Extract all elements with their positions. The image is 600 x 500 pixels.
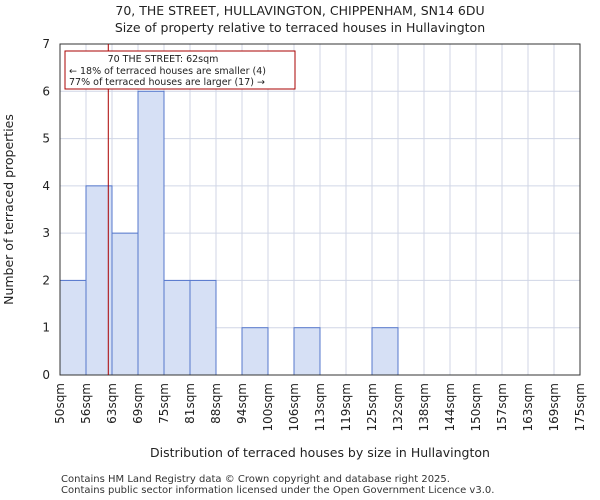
x-tick-label: 94sqm (235, 383, 249, 424)
footer-copyright: Contains HM Land Registry data © Crown c… (61, 474, 450, 485)
y-tick-label: 4 (42, 179, 50, 193)
bar (371, 327, 399, 376)
x-tick-label: 106sqm (287, 383, 301, 431)
x-tick-label: 169sqm (547, 383, 561, 431)
chart-subtitle: Size of property relative to terraced ho… (114, 20, 486, 35)
x-axis-label: Distribution of terraced houses by size … (150, 445, 490, 460)
plot-frame (59, 43, 581, 376)
y-tick-label: 5 (42, 132, 50, 146)
bar (189, 279, 217, 376)
x-tick-label: 144sqm (443, 383, 457, 431)
y-axis-label: Number of terraced properties (1, 114, 16, 305)
x-tick-label: 50sqm (53, 383, 67, 424)
bar (163, 279, 191, 376)
y-tick-label: 3 (42, 226, 50, 240)
annotation-line-2: ← 18% of terraced houses are smaller (4) (69, 66, 266, 77)
x-tick-label: 81sqm (183, 383, 197, 424)
annotation-box (64, 50, 296, 90)
ticks-layer: 0 1 2 3 4 5 6 7 50sqm 56sqm 63sqm 69sqm 75sqm 81sqm 88… (42, 37, 587, 431)
x-tick-label: 150sqm (469, 383, 483, 431)
y-tick-label: 0 (42, 368, 50, 382)
bar (137, 90, 165, 376)
x-tick-label: 157sqm (495, 383, 509, 431)
x-tick-label: 75sqm (157, 383, 171, 424)
y-tick-label: 1 (42, 321, 50, 335)
footer-licence: Contains public sector information licen… (61, 485, 495, 496)
x-tick-label: 113sqm (313, 383, 327, 431)
bars-layer (59, 90, 399, 376)
x-tick-label: 125sqm (365, 383, 379, 431)
x-tick-label: 56sqm (79, 383, 93, 424)
x-tick-label: 119sqm (339, 383, 353, 431)
x-tick-label: 69sqm (131, 383, 145, 424)
x-tick-label: 132sqm (391, 383, 405, 431)
bar (293, 327, 321, 376)
annotation-line-3: 77% of terraced houses are larger (17) → (69, 77, 265, 88)
annotation-line-1: 70 THE STREET: 62sqm (108, 54, 219, 65)
x-tick-label: 138sqm (417, 383, 431, 431)
bar (59, 279, 87, 376)
bar (111, 232, 139, 376)
x-tick-label: 63sqm (105, 383, 119, 424)
y-tick-label: 7 (42, 37, 50, 51)
bar (241, 327, 269, 376)
axes-layer (59, 43, 581, 376)
y-tick-label: 6 (42, 84, 50, 98)
property-annotation: 70 THE STREET: 62sqm ← 18% of terraced h… (64, 50, 296, 90)
x-tick-label: 163sqm (521, 383, 535, 431)
y-tick-label: 2 (42, 273, 50, 287)
x-tick-label: 175sqm (573, 383, 587, 431)
x-tick-label: 100sqm (261, 383, 275, 431)
chart-title: 70, THE STREET, HULLAVINGTON, CHIPPENHAM… (115, 3, 485, 18)
x-tick-label: 88sqm (209, 383, 223, 424)
